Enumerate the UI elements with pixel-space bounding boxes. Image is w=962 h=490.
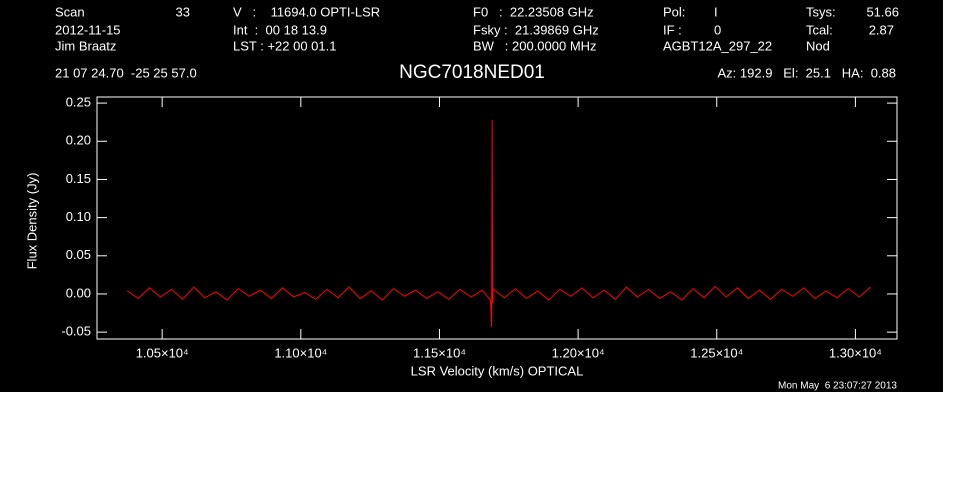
header-text: 2.87 bbox=[869, 22, 894, 37]
x-axis-label: LSR Velocity (km/s) OPTICAL bbox=[411, 363, 584, 378]
y-tick-label: 0.25 bbox=[66, 95, 91, 110]
header-text: LST : +22 00 01.1 bbox=[233, 38, 336, 53]
timestamp: Mon May 6 23:07:27 2013 bbox=[778, 381, 897, 392]
header-text: BW : 200.0000 MHz bbox=[473, 38, 597, 53]
y-tick-label: 0.15 bbox=[66, 171, 91, 186]
header-text: 21 07 24.70 -25 25 57.0 bbox=[55, 65, 197, 80]
x-tick-label: 1.30×10⁴ bbox=[829, 345, 882, 360]
header-text: F0 : 22.23508 GHz bbox=[473, 4, 594, 19]
header-text: 0 bbox=[714, 22, 721, 37]
header-text: Jim Braatz bbox=[55, 38, 116, 53]
header-text: 51.66 bbox=[866, 4, 899, 19]
header-text: Fsky : 21.39869 GHz bbox=[473, 22, 599, 37]
header-text: Nod bbox=[806, 38, 830, 53]
header-text: 33 bbox=[176, 4, 190, 19]
y-tick-label: 0.00 bbox=[66, 285, 91, 300]
x-tick-label: 1.20×10⁴ bbox=[552, 345, 605, 360]
plot-background bbox=[0, 0, 943, 392]
x-tick-label: 1.10×10⁴ bbox=[274, 345, 327, 360]
x-tick-label: 1.05×10⁴ bbox=[136, 345, 189, 360]
header-text: AGBT12A_297_22 bbox=[663, 38, 772, 53]
x-tick-label: 1.15×10⁴ bbox=[413, 345, 466, 360]
y-tick-label: 0.20 bbox=[66, 133, 91, 148]
header-text: I bbox=[714, 4, 718, 19]
chart-title: NGC7018NED01 bbox=[399, 62, 545, 83]
y-axis-label: Flux Density (Jy) bbox=[24, 173, 39, 270]
header-text: Tcal: bbox=[806, 22, 833, 37]
header: Scan 33 2012-11-15 Jim Braatz V : 11694.… bbox=[55, 4, 899, 391]
header-text: Tsys: bbox=[806, 4, 836, 19]
y-tick-label: -0.05 bbox=[61, 324, 91, 339]
header-text: 2012-11-15 bbox=[55, 22, 121, 37]
y-tick-label: 0.10 bbox=[66, 209, 91, 224]
header-text: Az: 192.9 El: 25.1 HA: 0.88 bbox=[718, 65, 897, 80]
header-text: Scan bbox=[55, 4, 85, 19]
spectrum-line bbox=[126, 119, 871, 327]
y-tick-label: 0.05 bbox=[66, 247, 91, 262]
header-text: IF : bbox=[663, 22, 682, 37]
x-tick-label: 1.25×10⁴ bbox=[690, 345, 743, 360]
header-text: Pol: bbox=[663, 4, 685, 19]
header-text: V : 11694.0 OPTI-LSR bbox=[233, 4, 380, 19]
header-text: Int : 00 18 13.9 bbox=[233, 22, 327, 37]
